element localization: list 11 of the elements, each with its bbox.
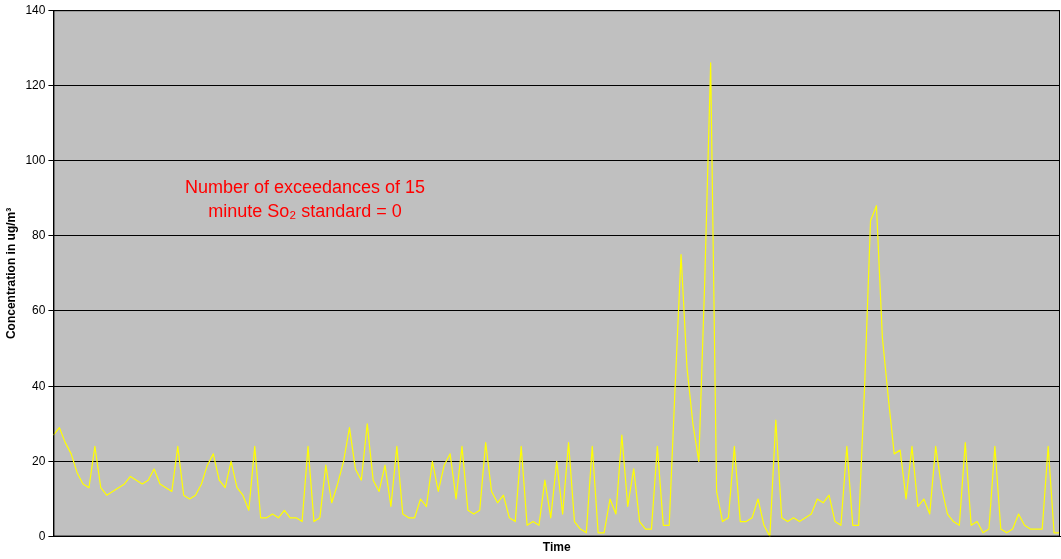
y-tick-label: 140 — [25, 2, 46, 17]
y-tick-label: 20 — [32, 453, 46, 468]
y-tick-label: 40 — [32, 378, 46, 393]
y-axis-title: Concentration in ug/m³ — [3, 207, 18, 340]
y-tick-label: 100 — [25, 152, 46, 167]
x-axis-title: Time — [542, 540, 571, 555]
y-tick-label: 120 — [25, 77, 46, 92]
annotation: Number of exceedances of 15 minute So₂ standard = 0 — [184, 176, 426, 221]
y-tick-label: 80 — [32, 228, 46, 243]
y-tick-label: 0 — [38, 528, 46, 543]
y-tick-label: 60 — [32, 303, 46, 318]
